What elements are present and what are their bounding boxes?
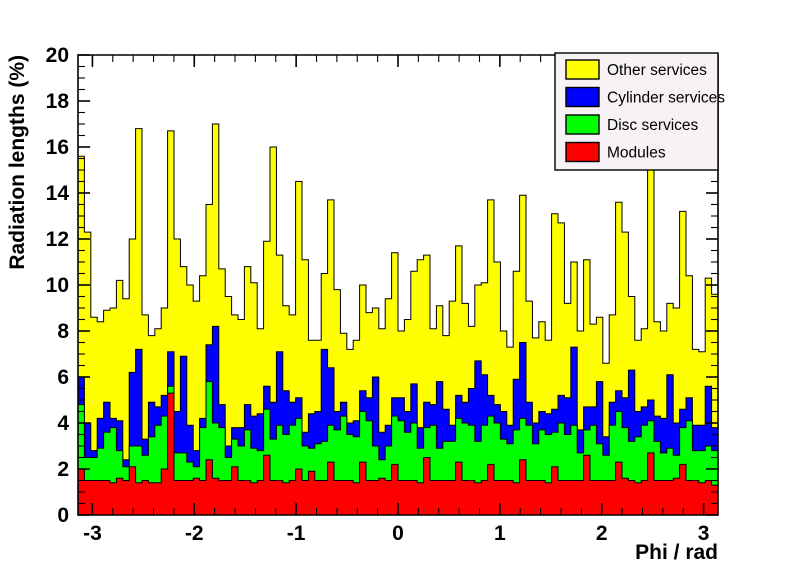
y-tick-label: 6 bbox=[57, 366, 69, 389]
y-axis-title: Radiation lengths (%) bbox=[6, 55, 29, 270]
legend: Other services Cylinder services Disc serv… bbox=[554, 52, 725, 171]
legend-label-other-services: Other services bbox=[607, 62, 707, 79]
x-tick-label: -3 bbox=[83, 522, 102, 545]
y-tick-label: 18 bbox=[46, 90, 70, 113]
histogram-series-group bbox=[77, 123, 719, 516]
histogram-band-modules bbox=[77, 392, 719, 516]
legend-swatch-other-services bbox=[565, 59, 600, 80]
legend-label-disc-services: Disc services bbox=[607, 117, 699, 134]
legend-swatch-disc-services bbox=[565, 114, 600, 135]
x-tick-label: -1 bbox=[287, 522, 306, 545]
y-axis-tick-labels: 0 2 4 6 8 10 12 14 16 18 20 bbox=[46, 44, 70, 527]
x-tick-label: -2 bbox=[185, 522, 204, 545]
y-tick-label: 8 bbox=[57, 320, 69, 343]
x-axis-tick-labels: -3 -2 -1 0 1 2 3 bbox=[83, 522, 709, 545]
y-tick-label: 20 bbox=[46, 44, 69, 67]
y-tick-label: 4 bbox=[57, 412, 69, 435]
legend-label-cylinder-services: Cylinder services bbox=[607, 90, 725, 107]
legend-label-modules: Modules bbox=[607, 145, 666, 162]
legend-swatch-cylinder-services bbox=[565, 86, 600, 108]
y-tick-label: 2 bbox=[57, 458, 69, 481]
x-axis-title: Phi / rad bbox=[635, 541, 718, 564]
y-tick-label: 12 bbox=[46, 228, 69, 251]
y-tick-label: 16 bbox=[46, 136, 69, 159]
x-tick-label: 2 bbox=[596, 522, 608, 545]
x-tick-label: 0 bbox=[392, 522, 404, 545]
y-tick-label: 10 bbox=[46, 274, 69, 297]
x-tick-label: 1 bbox=[494, 522, 506, 545]
y-tick-label: 0 bbox=[57, 504, 69, 527]
y-tick-label: 14 bbox=[46, 182, 70, 205]
legend-swatch-modules bbox=[565, 141, 600, 163]
x-tick-label: 3 bbox=[698, 522, 710, 545]
